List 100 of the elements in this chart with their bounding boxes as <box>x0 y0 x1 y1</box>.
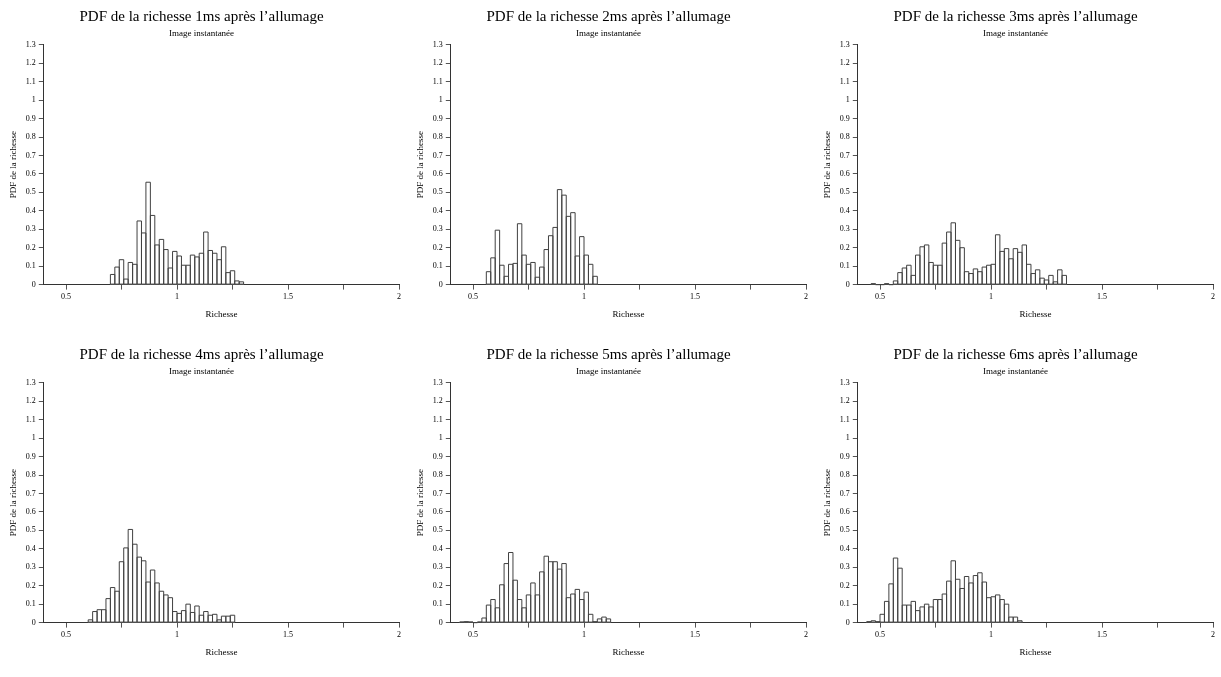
x-tick-label: 0.5 <box>61 292 71 302</box>
y-tick-label: 1.1 <box>25 76 36 86</box>
x-axis-title: Richesse <box>1019 308 1052 319</box>
y-tick-label: 0.8 <box>25 470 36 480</box>
chart-title: PDF de la richesse 2ms après l’allumage <box>486 7 731 24</box>
x-tick-label: 1.5 <box>1097 292 1107 302</box>
x-tick-label: 0.5 <box>875 630 885 640</box>
x-tick-label: 1.5 <box>283 292 293 302</box>
x-axis-title: Richesse <box>205 646 238 657</box>
y-tick-label: 0.5 <box>432 187 443 197</box>
y-tick-label: 0 <box>438 279 443 289</box>
y-tick-label: 1.3 <box>25 377 36 387</box>
y-tick-label: 0.1 <box>839 599 850 609</box>
y-tick-label: 0.9 <box>432 113 443 123</box>
x-tick-label: 1 <box>989 292 993 302</box>
x-tick-label: 1.5 <box>283 630 293 640</box>
y-tick-label: 0.9 <box>432 451 443 461</box>
y-tick-label: 0.4 <box>25 543 36 553</box>
x-tick-label: 1 <box>175 630 179 640</box>
chart-subtitle: Image instantanée <box>982 27 1049 38</box>
y-tick-label: 1.3 <box>432 39 443 49</box>
x-axis-title: Richesse <box>1019 646 1052 657</box>
y-tick-label: 1.3 <box>839 39 850 49</box>
x-tick-label: 1 <box>175 292 179 302</box>
y-tick-label: 0.2 <box>432 580 443 590</box>
y-tick-label: 0 <box>31 279 36 289</box>
y-axis-title: PDF de la richesse <box>821 469 832 537</box>
y-tick-label: 0.6 <box>25 507 36 517</box>
x-tick-label: 2 <box>397 630 401 640</box>
y-tick-label: 0.8 <box>432 470 443 480</box>
y-tick-label: 0.4 <box>25 205 36 215</box>
y-tick-label: 0.4 <box>839 543 850 553</box>
y-tick-label: 0.6 <box>839 507 850 517</box>
y-tick-label: 0.2 <box>25 580 36 590</box>
chart-title: PDF de la richesse 3ms après l’allumage <box>893 7 1138 24</box>
y-tick-label: 1 <box>438 433 443 443</box>
y-tick-label: 1.2 <box>25 396 36 406</box>
y-tick-label: 0.6 <box>839 169 850 179</box>
y-tick-label: 1.2 <box>432 396 443 406</box>
y-tick-label: 0.4 <box>432 205 443 215</box>
chart-title: PDF de la richesse 1ms après l’allumage <box>79 7 324 24</box>
y-tick-label: 0.4 <box>432 543 443 553</box>
y-tick-label: 0.8 <box>839 132 850 142</box>
chart-subtitle: Image instantanée <box>168 27 235 38</box>
x-tick-label: 1 <box>582 630 586 640</box>
x-tick-label: 1.5 <box>1097 630 1107 640</box>
y-tick-label: 0.9 <box>25 451 36 461</box>
y-tick-label: 0.3 <box>432 224 443 234</box>
y-tick-label: 0 <box>845 279 850 289</box>
x-tick-label: 1 <box>582 292 586 302</box>
y-axis-title: PDF de la richesse <box>7 469 18 537</box>
y-tick-label: 0.2 <box>839 242 850 252</box>
chart-title: PDF de la richesse 6ms après l’allumage <box>893 345 1138 362</box>
y-tick-label: 0.7 <box>432 488 443 498</box>
y-tick-label: 0.1 <box>25 599 36 609</box>
y-tick-label: 0.4 <box>839 205 850 215</box>
x-tick-label: 2 <box>397 292 401 302</box>
chart-subtitle: Image instantanée <box>982 365 1049 376</box>
y-tick-label: 0.6 <box>432 507 443 517</box>
x-tick-label: 0.5 <box>875 292 885 302</box>
y-tick-label: 0.9 <box>839 113 850 123</box>
y-tick-label: 0.8 <box>839 470 850 480</box>
x-tick-label: 1 <box>989 630 993 640</box>
chart-subtitle: Image instantanée <box>575 27 642 38</box>
y-tick-label: 1.1 <box>432 414 443 424</box>
x-tick-label: 0.5 <box>468 292 478 302</box>
y-tick-label: 1.2 <box>839 58 850 68</box>
y-tick-label: 0.3 <box>25 224 36 234</box>
y-tick-label: 0.1 <box>839 261 850 271</box>
x-tick-label: 2 <box>1211 630 1215 640</box>
y-tick-label: 0.7 <box>839 150 850 160</box>
y-tick-label: 1.1 <box>839 414 850 424</box>
x-tick-label: 0.5 <box>61 630 71 640</box>
y-tick-label: 1.3 <box>839 377 850 387</box>
chart-subtitle: Image instantanée <box>575 365 642 376</box>
y-tick-label: 1 <box>845 433 850 443</box>
chart-title: PDF de la richesse 5ms après l’allumage <box>486 345 731 362</box>
y-tick-label: 1.2 <box>839 396 850 406</box>
y-tick-label: 0.2 <box>839 580 850 590</box>
y-axis-title: PDF de la richesse <box>414 469 425 537</box>
y-tick-label: 1.1 <box>432 76 443 86</box>
x-tick-label: 1.5 <box>690 292 700 302</box>
x-axis-title: Richesse <box>205 308 238 319</box>
y-tick-label: 0 <box>31 617 36 627</box>
y-tick-label: 1.1 <box>25 414 36 424</box>
y-tick-label: 0.9 <box>25 113 36 123</box>
y-tick-label: 0.5 <box>25 525 36 535</box>
y-tick-label: 0.8 <box>25 132 36 142</box>
y-tick-label: 0 <box>438 617 443 627</box>
y-tick-label: 0.5 <box>432 525 443 535</box>
y-tick-label: 0.6 <box>25 169 36 179</box>
y-tick-label: 0.3 <box>839 562 850 572</box>
x-axis-title: Richesse <box>612 646 645 657</box>
y-tick-label: 0.7 <box>25 150 36 160</box>
x-tick-label: 2 <box>804 630 808 640</box>
y-tick-label: 0.1 <box>25 261 36 271</box>
y-tick-label: 0.9 <box>839 451 850 461</box>
y-tick-label: 1.2 <box>432 58 443 68</box>
x-tick-label: 0.5 <box>468 630 478 640</box>
y-axis-title: PDF de la richesse <box>7 131 18 199</box>
